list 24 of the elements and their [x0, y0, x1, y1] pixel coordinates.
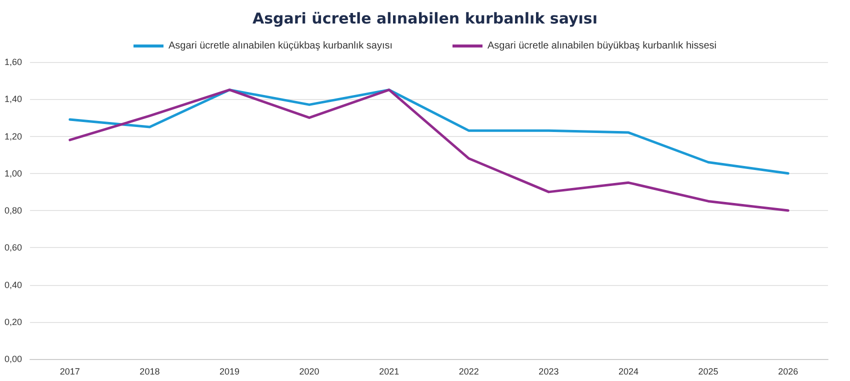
- chart-title: Asgari ücretle alınabilen kurbanlık sayısı: [252, 10, 598, 28]
- x-tick-label: 2020: [299, 366, 320, 376]
- legend-label: Asgari ücretle alınabilen küçükbaş kurbanlık sayısı: [168, 40, 393, 52]
- y-tick-label: 0,40: [4, 280, 22, 290]
- x-tick-label: 2022: [458, 366, 479, 376]
- line-series: [68, 88, 790, 175]
- y-tick-label: 1,40: [4, 94, 22, 104]
- x-tick-label: 2019: [219, 366, 240, 376]
- x-tick-label: 2024: [618, 366, 639, 376]
- x-tick-label: 2021: [379, 366, 400, 376]
- y-tick-label: 0,00: [4, 354, 22, 364]
- x-tick-label: 2026: [778, 366, 798, 376]
- x-tick-label: 2023: [538, 366, 559, 376]
- y-tick-label: 1,60: [4, 57, 22, 67]
- y-tick-label: 1,20: [4, 131, 22, 142]
- y-tick-label: 0,80: [4, 206, 22, 216]
- y-tick-label: 0,20: [4, 316, 22, 327]
- y-tick-label: 0,60: [4, 242, 22, 253]
- y-tick-label: 1,00: [4, 168, 22, 178]
- legend-label: Asgari ücretle alınabilen büyükbaş kurbanlık hissesi: [487, 40, 717, 52]
- x-tick-label: 2017: [60, 366, 80, 376]
- x-tick-label: 2018: [140, 366, 160, 376]
- line-series: [68, 88, 790, 212]
- x-tick-label: 2025: [698, 366, 718, 376]
